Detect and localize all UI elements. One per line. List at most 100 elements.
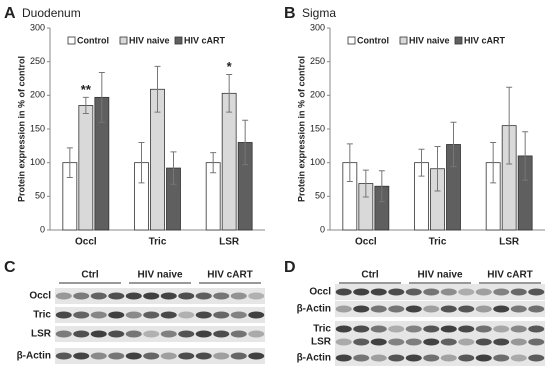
blot-band	[90, 330, 107, 338]
error-bar	[138, 141, 145, 184]
blot-band	[160, 330, 177, 338]
error-bar	[362, 169, 369, 198]
blot-band	[440, 354, 457, 362]
blot-band	[405, 338, 422, 346]
blot-band	[475, 305, 492, 313]
blot-band	[73, 352, 90, 360]
blot-band	[370, 354, 387, 362]
blot-band	[423, 305, 440, 313]
blot-band	[73, 330, 90, 338]
blot-band	[178, 311, 195, 319]
error-bar	[522, 131, 529, 181]
blot-band	[353, 338, 370, 346]
legend-label: HIV naive	[409, 35, 450, 45]
blot-band	[458, 305, 475, 313]
blot-band	[335, 354, 352, 362]
blot-band	[528, 288, 545, 296]
legend-swatch	[399, 36, 408, 45]
error-bar	[378, 170, 385, 203]
blot-band	[370, 338, 387, 346]
blot-band	[510, 288, 527, 296]
blot-band	[55, 292, 72, 300]
bar	[221, 92, 237, 231]
error-bar	[242, 119, 249, 166]
panel-title: Duodenum	[22, 6, 81, 20]
y-axis-label: Protein expression in % of control	[16, 56, 26, 202]
blot-band	[388, 354, 405, 362]
panel-title: Sigma	[302, 6, 336, 20]
blot-row-label: β-Actin	[17, 351, 51, 362]
blot-band	[528, 354, 545, 362]
blot-band	[405, 305, 422, 313]
blot-band	[405, 288, 422, 296]
blot-band	[335, 305, 352, 313]
blot-band	[493, 338, 510, 346]
legend-label: Control	[357, 35, 389, 45]
y-tick-label: 200	[310, 90, 325, 100]
blot-band	[125, 330, 142, 338]
blot-band	[528, 305, 545, 313]
blot-band	[55, 352, 72, 360]
blot-band	[143, 311, 160, 319]
y-tick-label: 100	[30, 157, 45, 167]
y-tick-label: 50	[35, 191, 45, 201]
blot-band	[248, 292, 265, 300]
error-bar	[66, 147, 73, 178]
panel-label: B	[284, 5, 296, 22]
blot-row-label: Occl	[29, 291, 51, 302]
legend-swatch	[119, 36, 128, 45]
blot-band	[143, 292, 160, 300]
blot-band	[230, 352, 247, 360]
legend-label: HIV naive	[129, 35, 170, 45]
blot-strip	[55, 348, 265, 364]
blot-band	[353, 354, 370, 362]
blot-band	[125, 311, 142, 319]
blot-row-label: LSR	[311, 337, 332, 348]
blot-band	[475, 354, 492, 362]
blot-band	[440, 305, 457, 313]
blot-band	[160, 292, 177, 300]
blot-band	[230, 292, 247, 300]
lane-group: Ctrl	[81, 270, 98, 281]
blot-strip	[335, 321, 545, 337]
blot-band	[388, 325, 405, 333]
blot-band	[475, 288, 492, 296]
blot-band	[458, 325, 475, 333]
blot-band	[370, 325, 387, 333]
blot-band	[493, 325, 510, 333]
blot-band	[195, 292, 212, 300]
blot-band	[353, 325, 370, 333]
blot-band	[440, 325, 457, 333]
y-tick-label: 250	[310, 56, 325, 66]
blot-band	[108, 292, 125, 300]
blot-band	[213, 330, 230, 338]
y-tick-label: 200	[30, 90, 45, 100]
panel-label: D	[284, 259, 296, 276]
blot-strip	[335, 350, 545, 366]
blot-row-label: LSR	[31, 329, 52, 340]
x-tick-label: LSR	[499, 237, 520, 248]
legend-swatch	[174, 36, 183, 45]
blot-band	[493, 288, 510, 296]
blot-band	[440, 338, 457, 346]
blot-band	[353, 288, 370, 296]
y-tick-label: 50	[315, 191, 325, 201]
error-bar	[210, 152, 217, 174]
blot-strip	[335, 334, 545, 350]
y-axis-label: Protein expression in % of control	[296, 56, 306, 202]
legend-label: HIV cART	[184, 35, 226, 45]
lane-group: HIV cART	[207, 270, 253, 281]
blot-band	[160, 352, 177, 360]
blot-band	[405, 325, 422, 333]
legend-swatch	[67, 36, 76, 45]
blot-band	[160, 311, 177, 319]
blot-band	[510, 354, 527, 362]
error-bar	[434, 146, 441, 192]
blot-band	[213, 292, 230, 300]
lane-group: HIV cART	[487, 270, 533, 281]
x-tick-label: Occl	[75, 237, 97, 248]
blot-band	[528, 325, 545, 333]
blot-band	[108, 330, 125, 338]
blot-band	[143, 330, 160, 338]
lane-group: HIV naive	[137, 270, 182, 281]
